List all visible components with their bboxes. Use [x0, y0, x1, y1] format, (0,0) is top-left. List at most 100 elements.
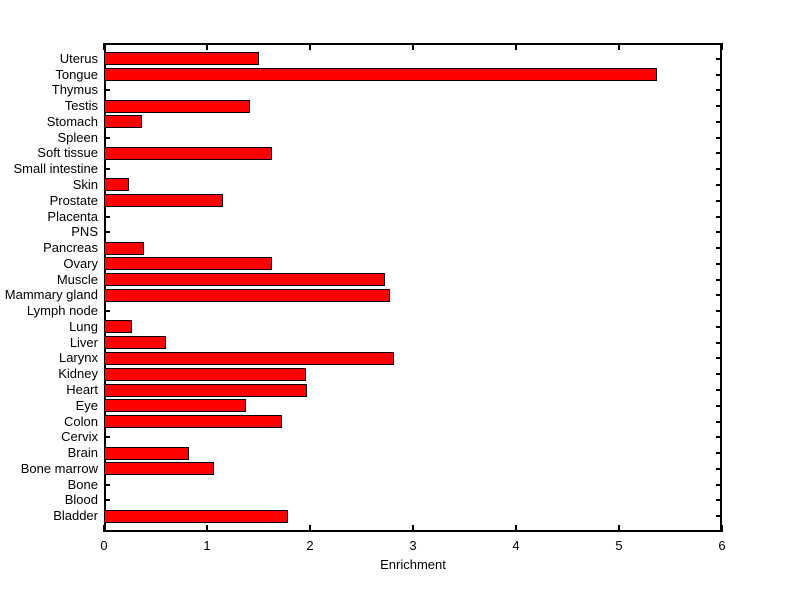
y-tick-label-eye: Eye: [75, 397, 98, 413]
x-tick-top: [412, 43, 414, 50]
y-tick-label-tongue: Tongue: [55, 66, 98, 82]
y-tick-label-spleen: Spleen: [57, 129, 98, 145]
y-tick-label-colon: Colon: [64, 413, 98, 429]
bar-ovary: [104, 257, 272, 271]
bar-bone-marrow: [104, 462, 215, 476]
y-tick-label-muscle: Muscle: [56, 271, 98, 287]
x-tick-top: [515, 43, 517, 50]
y-tick-right: [716, 105, 722, 108]
bar-skin: [104, 178, 129, 192]
y-tick-right: [716, 262, 722, 265]
y-tick-right: [716, 231, 722, 234]
y-tick-label-lymph-node: Lymph node: [26, 303, 98, 319]
y-tick-label-bone: Bone: [67, 476, 98, 492]
y-tick-right: [716, 373, 722, 376]
y-tick-right: [716, 136, 722, 139]
x-tick-bottom: [206, 525, 208, 532]
x-tick-label-2: 2: [306, 538, 314, 553]
bar-testis: [104, 99, 251, 113]
y-tick-right: [716, 420, 722, 423]
y-tick-left: [104, 499, 110, 502]
y-tick-label-skin: Skin: [72, 176, 98, 192]
y-tick-right: [716, 73, 722, 76]
x-tick-label-5: 5: [615, 538, 623, 553]
y-tick-right: [716, 294, 722, 297]
y-tick-right: [716, 278, 722, 281]
y-tick-right: [716, 467, 722, 470]
bar-stomach: [104, 115, 143, 129]
x-tick-label-6: 6: [718, 538, 726, 553]
x-tick-bottom: [515, 525, 517, 532]
x-tick-bottom: [721, 525, 723, 532]
plot-area: [104, 43, 722, 532]
y-tick-label-bladder: Bladder: [53, 508, 98, 524]
bar-uterus: [104, 52, 259, 66]
y-tick-right: [716, 89, 722, 92]
y-tick-right: [716, 247, 722, 250]
x-tick-bottom: [309, 525, 311, 532]
y-tick-right: [716, 57, 722, 60]
bar-eye: [104, 399, 247, 413]
x-tick-bottom: [103, 525, 105, 532]
bar-tongue: [104, 68, 658, 82]
y-tick-label-mammary-gland: Mammary gland: [4, 287, 98, 303]
y-tick-left: [104, 168, 110, 171]
y-tick-right: [716, 483, 722, 486]
y-tick-right: [716, 152, 722, 155]
y-tick-right: [716, 199, 722, 202]
x-tick-bottom: [618, 525, 620, 532]
x-axis-title: Enrichment: [380, 557, 446, 572]
x-tick-top: [618, 43, 620, 50]
y-tick-label-heart: Heart: [66, 382, 98, 398]
y-tick-label-liver: Liver: [69, 334, 98, 350]
bar-muscle: [104, 273, 386, 287]
y-tick-label-cervix: Cervix: [61, 429, 98, 445]
y-tick-label-blood: Blood: [64, 492, 98, 508]
bar-bladder: [104, 509, 289, 523]
bar-mammary-gland: [104, 288, 391, 302]
y-tick-right: [716, 404, 722, 407]
y-tick-left: [104, 310, 110, 313]
x-tick-top: [309, 43, 311, 50]
bar-colon: [104, 415, 283, 429]
y-tick-label-kidney: Kidney: [58, 366, 98, 382]
y-tick-left: [104, 231, 110, 234]
x-tick-top: [103, 43, 105, 50]
y-tick-right: [716, 310, 722, 313]
bar-prostate: [104, 194, 224, 208]
y-tick-left: [104, 436, 110, 439]
y-tick-right: [716, 357, 722, 360]
y-tick-label-prostate: Prostate: [49, 192, 98, 208]
x-tick-label-1: 1: [203, 538, 211, 553]
x-tick-label-0: 0: [100, 538, 108, 553]
y-tick-label-uterus: Uterus: [59, 50, 98, 66]
y-tick-label-placenta: Placenta: [47, 208, 98, 224]
y-tick-left: [104, 483, 110, 486]
y-tick-label-stomach: Stomach: [46, 113, 98, 129]
plot-layer: [103, 43, 723, 532]
x-tick-bottom: [412, 525, 414, 532]
y-tick-right: [716, 436, 722, 439]
bar-soft-tissue: [104, 146, 272, 160]
x-tick-top: [206, 43, 208, 50]
bar-liver: [104, 336, 166, 350]
y-tick-label-bone-marrow: Bone marrow: [20, 460, 98, 476]
y-tick-right: [716, 183, 722, 186]
y-tick-right: [716, 168, 722, 171]
bar-larynx: [104, 351, 395, 365]
y-tick-left: [104, 215, 110, 218]
y-tick-right: [716, 515, 722, 518]
x-tick-label-3: 3: [409, 538, 417, 553]
bar-heart: [104, 383, 307, 397]
y-tick-label-lung: Lung: [69, 318, 98, 334]
y-tick-label-small-intestine: Small intestine: [13, 161, 98, 177]
y-tick-label-pns: PNS: [71, 224, 98, 240]
y-tick-left: [104, 136, 110, 139]
y-tick-right: [716, 389, 722, 392]
y-tick-right: [716, 452, 722, 455]
bar-kidney: [104, 367, 306, 381]
y-tick-left: [104, 89, 110, 92]
y-tick-right: [716, 341, 722, 344]
y-tick-label-ovary: Ovary: [63, 255, 98, 271]
